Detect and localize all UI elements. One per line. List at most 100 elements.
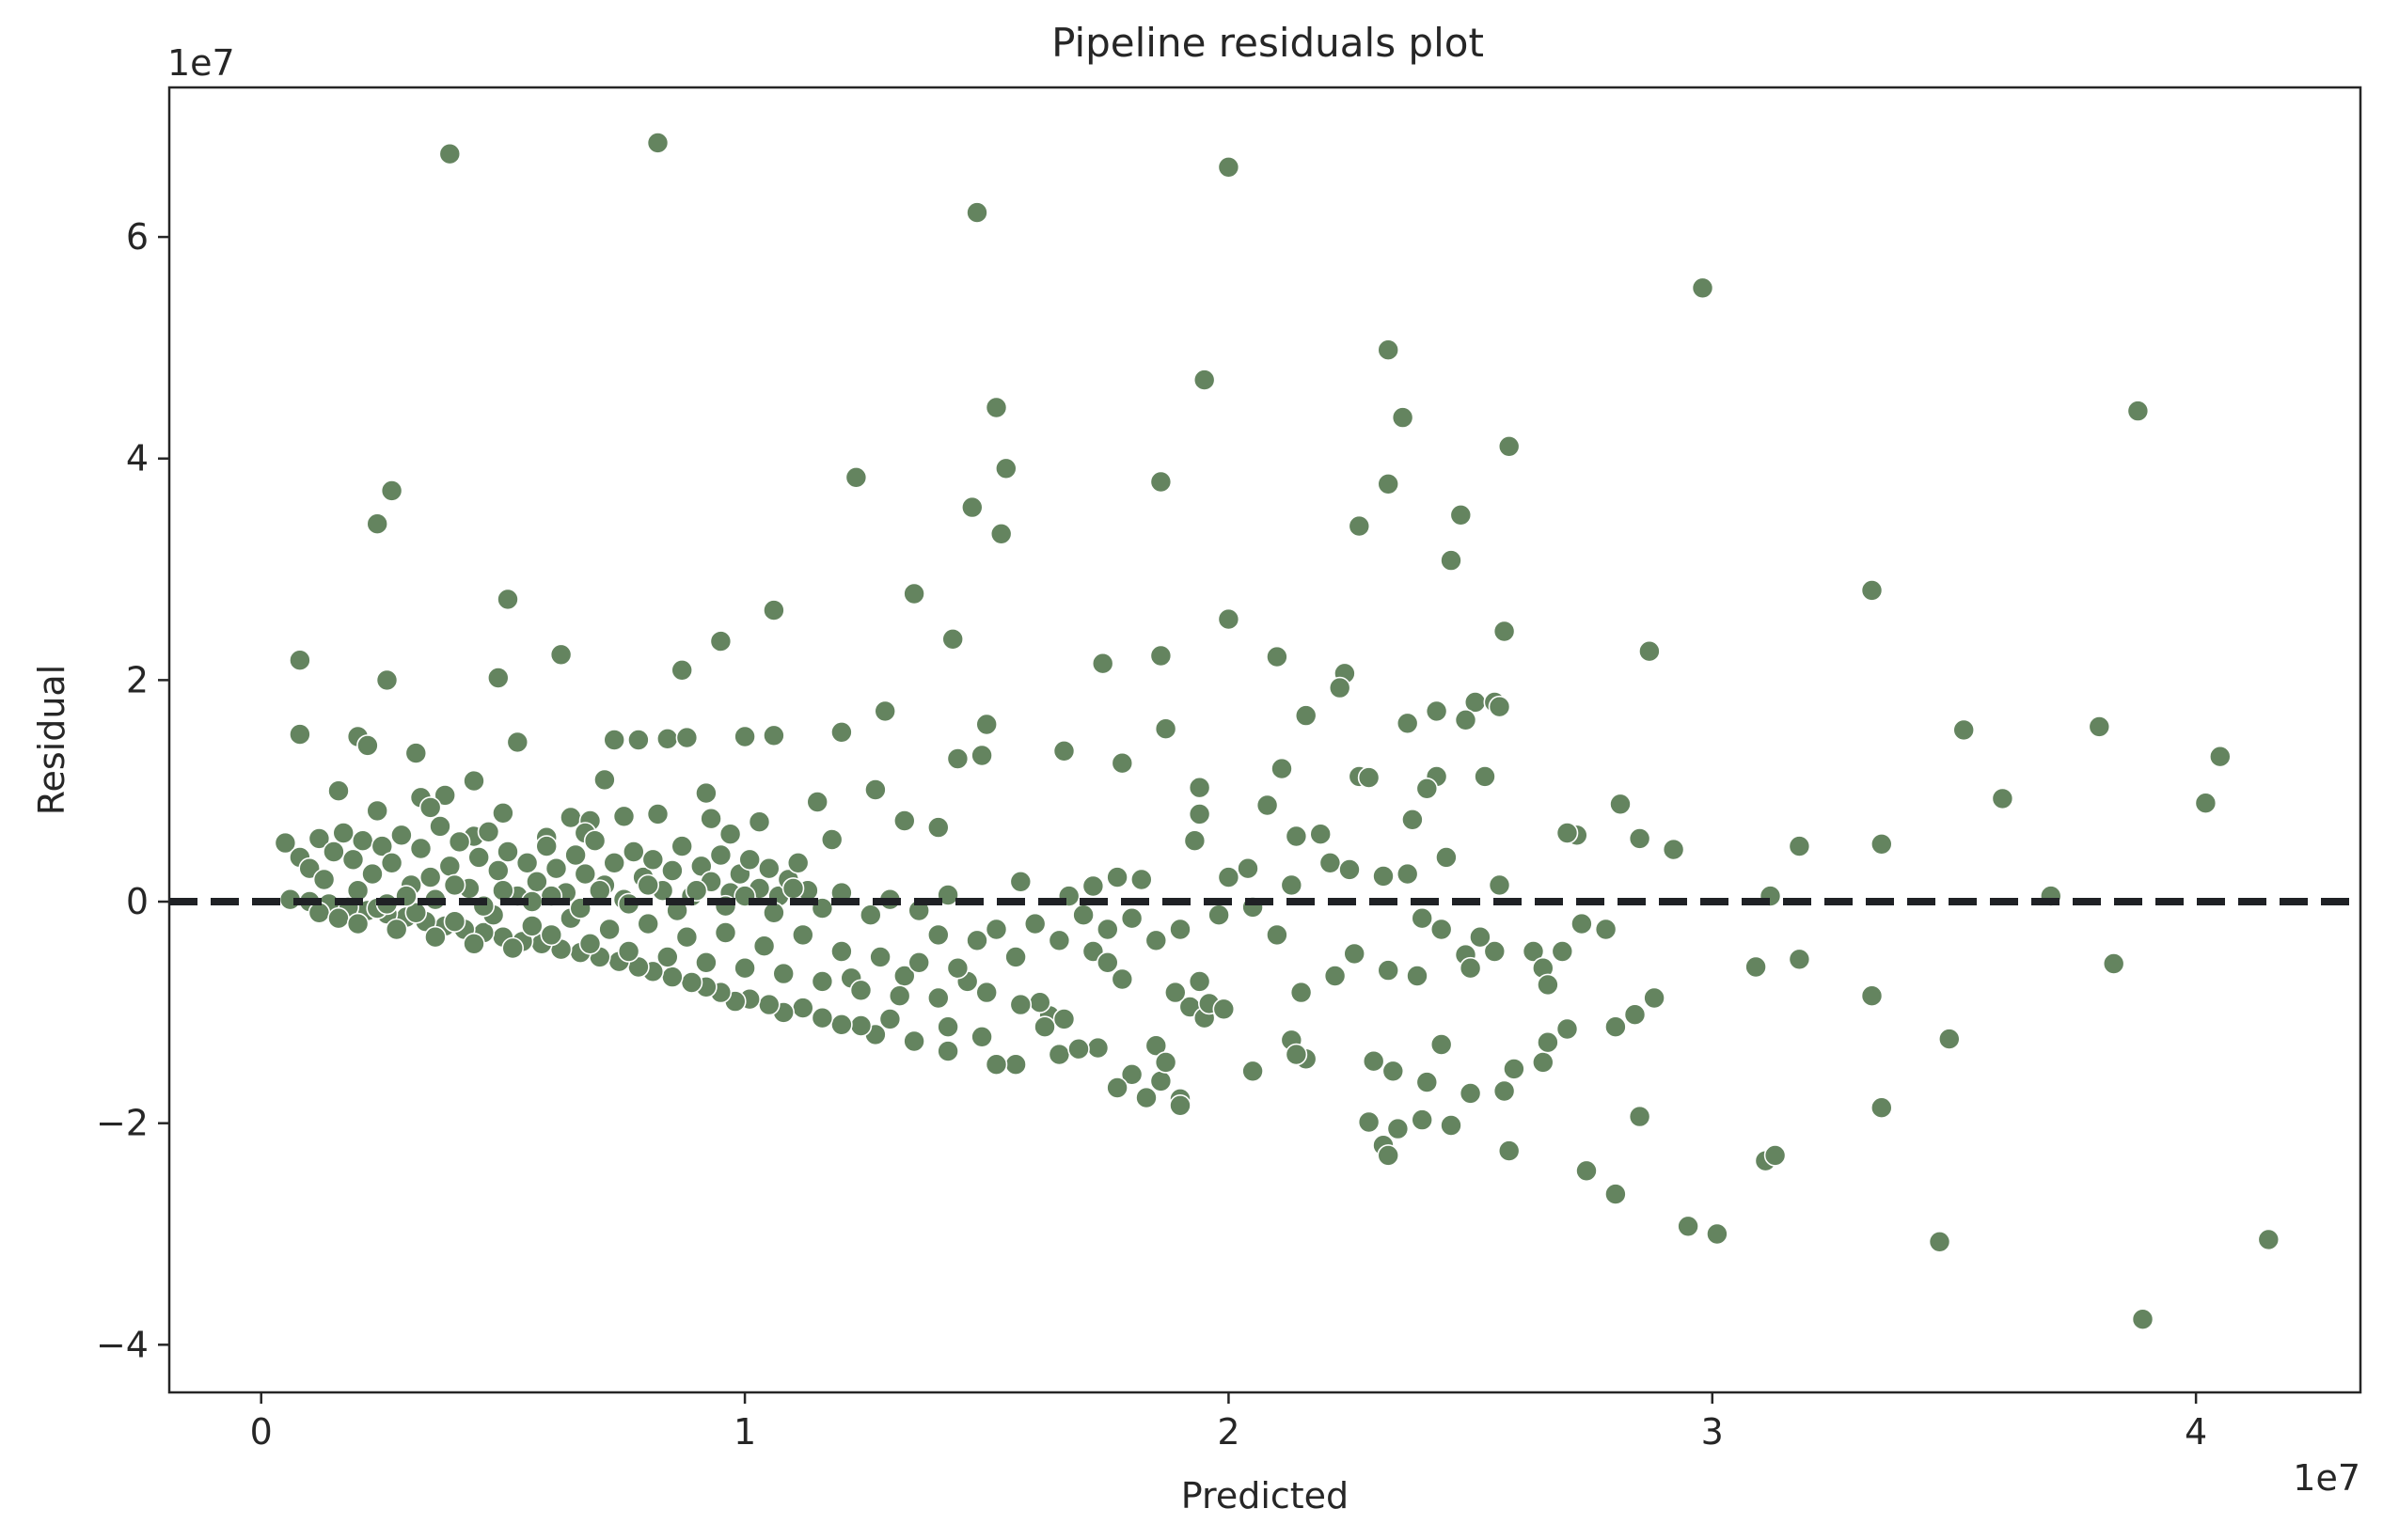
scatter-point bbox=[274, 831, 297, 855]
scatter-point bbox=[390, 824, 413, 847]
scatter-point bbox=[971, 744, 993, 767]
scatter-point bbox=[1034, 1015, 1056, 1038]
scatter-point bbox=[1532, 1051, 1554, 1074]
scatter-point bbox=[323, 841, 345, 863]
scatter-point bbox=[738, 848, 762, 872]
scatter-point bbox=[1338, 858, 1361, 881]
scatter-point bbox=[1763, 1144, 1787, 1167]
scatter-point bbox=[661, 859, 684, 882]
scatter-point bbox=[312, 868, 336, 891]
x-tick-label: 1 bbox=[734, 1411, 756, 1453]
scatter-point bbox=[371, 835, 394, 857]
scatter-point bbox=[1411, 906, 1433, 930]
scatter-point bbox=[1081, 874, 1105, 898]
y-tick-label: 2 bbox=[126, 659, 149, 700]
scatter-point bbox=[385, 918, 408, 941]
scatter-point bbox=[1323, 965, 1347, 987]
scatter-point bbox=[515, 851, 539, 874]
scatter-point bbox=[346, 912, 370, 935]
scatter-point bbox=[1318, 851, 1342, 874]
scatter-point bbox=[1406, 965, 1428, 987]
scatter-point bbox=[409, 837, 433, 860]
scatter-point bbox=[1183, 829, 1207, 853]
plot-frame bbox=[167, 86, 2362, 1394]
scatter-point bbox=[1212, 998, 1236, 1021]
scatter-point bbox=[1149, 644, 1173, 668]
scatter-point bbox=[1106, 1076, 1128, 1099]
scatter-point bbox=[1497, 1139, 1521, 1162]
scatter-point bbox=[1401, 808, 1424, 831]
scatter-point bbox=[937, 884, 959, 906]
scatter-point bbox=[332, 822, 355, 844]
scatter-point bbox=[341, 848, 365, 872]
scatter-point bbox=[1241, 1060, 1264, 1083]
scatter-point bbox=[926, 986, 950, 1010]
scatter-point bbox=[1474, 765, 1496, 788]
scatter-point bbox=[1048, 929, 1071, 952]
scatter-point bbox=[424, 925, 447, 949]
scatter-point bbox=[811, 970, 834, 993]
scatter-point bbox=[540, 923, 563, 947]
scatter-point bbox=[714, 921, 737, 944]
scatter-point bbox=[1454, 708, 1477, 731]
x-axis-ticks: 0 1 2 3 4 bbox=[250, 1392, 2207, 1453]
scatter-point bbox=[1570, 912, 1593, 935]
scatter-point bbox=[937, 1040, 959, 1062]
scatter-point bbox=[361, 862, 384, 886]
scatter-point bbox=[1928, 1231, 1951, 1253]
scatter-point bbox=[549, 643, 573, 667]
scatter-point bbox=[404, 742, 428, 764]
scatter-point bbox=[1097, 918, 1119, 941]
scatter-point bbox=[438, 142, 462, 165]
scatter-point bbox=[946, 747, 970, 770]
scatter-point bbox=[1188, 803, 1211, 825]
scatter-point bbox=[1280, 873, 1303, 897]
scatter-point bbox=[289, 649, 311, 672]
scatter-point bbox=[1429, 918, 1453, 941]
scatter-point bbox=[811, 1006, 834, 1029]
scatter-point bbox=[1217, 156, 1240, 179]
scatter-point bbox=[1604, 1015, 1627, 1038]
scatter-point bbox=[995, 457, 1018, 480]
scatter-point bbox=[1164, 981, 1187, 1004]
scatter-point bbox=[1004, 1053, 1027, 1076]
scatter-point bbox=[888, 984, 911, 1007]
scatter-point bbox=[1628, 827, 1651, 850]
scatter-point bbox=[1435, 846, 1458, 869]
scatter-point bbox=[535, 835, 559, 857]
scatter-point bbox=[1237, 856, 1259, 880]
scatter-point bbox=[375, 668, 399, 692]
scatter-point bbox=[975, 981, 998, 1004]
scatter-point bbox=[622, 841, 645, 863]
scatter-point bbox=[1149, 470, 1173, 494]
scatter-point bbox=[700, 807, 722, 830]
scatter-point bbox=[786, 851, 810, 874]
scatter-point bbox=[1154, 1051, 1177, 1074]
scatter-point bbox=[578, 932, 602, 955]
scatter-point bbox=[903, 1029, 925, 1053]
scatter-point bbox=[763, 599, 785, 621]
scatter-point bbox=[1217, 866, 1240, 888]
scatter-points bbox=[274, 132, 2280, 1330]
scatter-point bbox=[492, 801, 514, 825]
scatter-point bbox=[695, 781, 718, 805]
scatter-point bbox=[603, 851, 626, 874]
scatter-point bbox=[1429, 1033, 1453, 1056]
scatter-point bbox=[1788, 948, 1811, 971]
scatter-point bbox=[1309, 823, 1332, 846]
scatter-point bbox=[1072, 904, 1095, 927]
scatter-point bbox=[748, 810, 771, 834]
scatter-point bbox=[1411, 1108, 1433, 1131]
scatter-point bbox=[791, 997, 814, 1019]
scatter-point bbox=[709, 630, 733, 652]
scatter-point bbox=[903, 582, 925, 605]
scatter-point bbox=[2102, 952, 2125, 975]
scatter-point bbox=[497, 841, 519, 863]
scatter-point bbox=[680, 971, 703, 994]
scatter-point bbox=[661, 966, 684, 988]
y-tick-label: −2 bbox=[96, 1103, 149, 1144]
scatter-point bbox=[588, 879, 611, 903]
scatter-point bbox=[830, 940, 853, 963]
scatter-point bbox=[1706, 1222, 1728, 1246]
scatter-point bbox=[757, 856, 781, 880]
